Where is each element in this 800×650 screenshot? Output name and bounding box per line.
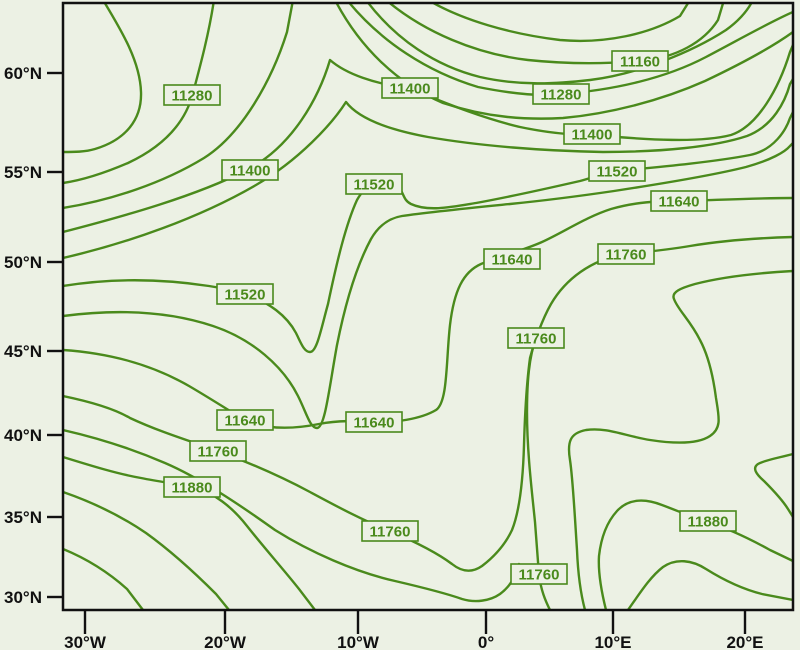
contour-label: 11880 bbox=[163, 476, 221, 498]
contour-line-11580 bbox=[63, 141, 793, 430]
contour-line-11220 bbox=[366, 3, 753, 85]
contour-label-value: 11640 bbox=[492, 252, 533, 269]
contour-label-box bbox=[163, 84, 221, 106]
contour-label-box bbox=[345, 411, 403, 433]
contour-line-11820 bbox=[567, 269, 793, 610]
contour-line-11280 bbox=[63, 3, 215, 185]
contour-label-box bbox=[221, 159, 279, 181]
contour-label-value: 11760 bbox=[516, 331, 557, 348]
x-axis-tick-label: 0° bbox=[478, 633, 494, 650]
contour-label: 11760 bbox=[510, 563, 568, 585]
contour-label-value: 11760 bbox=[519, 567, 560, 584]
contour-label-value: 11880 bbox=[688, 514, 729, 531]
contour-label: 11880 bbox=[679, 510, 737, 532]
contour-line-11460 bbox=[63, 77, 793, 260]
contour-line-12000 bbox=[63, 547, 145, 610]
contour-label-value: 11640 bbox=[354, 415, 395, 432]
contour-label: 11520 bbox=[345, 173, 403, 195]
x-axis-tick-label: 10°E bbox=[594, 633, 631, 650]
contour-line-11340 bbox=[63, 3, 294, 210]
contour-label-value: 11400 bbox=[572, 127, 613, 144]
x-axis-tick-label: 30°W bbox=[64, 633, 107, 650]
contour-label-value: 11160 bbox=[620, 54, 660, 71]
contour-label: 11400 bbox=[221, 159, 279, 181]
contour-label-value: 11760 bbox=[370, 524, 411, 541]
contour-label-value: 11520 bbox=[597, 164, 638, 181]
y-axis-tick-label: 30°N bbox=[4, 588, 42, 607]
contour-label-box bbox=[381, 77, 439, 99]
contour-line-11940 bbox=[626, 560, 793, 610]
contour-label-box bbox=[361, 520, 419, 542]
contour-label-value: 11520 bbox=[225, 287, 266, 304]
contour-label-box bbox=[650, 190, 708, 212]
contour-label-box bbox=[597, 243, 655, 265]
contour-label: 11760 bbox=[189, 440, 247, 462]
contour-label: 11760 bbox=[361, 520, 419, 542]
contour-label: 11160 bbox=[611, 50, 669, 72]
contour-label-box bbox=[163, 476, 221, 498]
contour-label-box bbox=[345, 173, 403, 195]
contour-label: 11640 bbox=[483, 248, 541, 270]
contour-label: 11760 bbox=[507, 327, 565, 349]
contour-label-box bbox=[611, 50, 669, 72]
contour-label-box bbox=[189, 440, 247, 462]
y-axis-tick-label: 60°N bbox=[4, 64, 42, 83]
plot-frame bbox=[61, 1, 795, 612]
contour-label-box bbox=[563, 123, 621, 145]
contour-label-box bbox=[483, 248, 541, 270]
axes-ticks-layer bbox=[47, 71, 747, 634]
contour-label-value: 11640 bbox=[225, 413, 266, 430]
contour-label-value: 11880 bbox=[172, 480, 213, 497]
contour-label: 11400 bbox=[563, 123, 621, 145]
contour-label-value: 11280 bbox=[541, 87, 582, 104]
contour-label-box bbox=[216, 409, 274, 431]
contour-label-box bbox=[216, 283, 274, 305]
contour-line-11880 bbox=[753, 452, 793, 519]
contour-labels-layer: 11280 11400 11400 11160 11280 11400 11520 11520… bbox=[163, 50, 737, 585]
contour-label: 11520 bbox=[588, 160, 646, 182]
y-axis-tick-label: 45°N bbox=[4, 342, 42, 361]
contour-label: 11640 bbox=[650, 190, 708, 212]
y-axis-tick-label: 35°N bbox=[4, 508, 42, 527]
x-axis-tick-label: 20°E bbox=[726, 633, 763, 650]
contour-label: 11520 bbox=[216, 283, 274, 305]
y-axis-tick-label: 55°N bbox=[4, 163, 42, 182]
axes-tick-labels-layer: 30°W 20°W 10°W 0° 10°E 20°E 60°N 55°N 50°N 45°N 40… bbox=[4, 64, 764, 650]
contour-label: 11280 bbox=[163, 84, 221, 106]
x-axis-tick-label: 10°W bbox=[337, 633, 380, 650]
contour-line-11760 bbox=[63, 342, 536, 572]
contour-label-value: 11640 bbox=[659, 194, 700, 211]
contour-label-box bbox=[679, 510, 737, 532]
contour-label-value: 11400 bbox=[390, 81, 431, 98]
contour-label: 11400 bbox=[381, 77, 439, 99]
contour-label-box bbox=[588, 160, 646, 182]
contour-label-value: 11760 bbox=[606, 247, 647, 264]
contour-label-box bbox=[532, 83, 590, 105]
contour-line-11220 bbox=[63, 3, 143, 154]
x-axis-tick-label: 20°W bbox=[204, 633, 247, 650]
contour-label: 11280 bbox=[532, 83, 590, 105]
y-axis-tick-label: 40°N bbox=[4, 426, 42, 445]
contour-label-box bbox=[507, 327, 565, 349]
contour-label-value: 11400 bbox=[230, 163, 271, 180]
contour-label: 11760 bbox=[597, 243, 655, 265]
contour-label: 11640 bbox=[345, 411, 403, 433]
contour-line-11820 bbox=[63, 428, 521, 603]
contour-label-value: 11520 bbox=[354, 177, 395, 194]
contour-line-11940 bbox=[63, 490, 231, 610]
contour-line-11100 bbox=[430, 3, 690, 43]
contour-line-11160 bbox=[387, 3, 725, 65]
y-axis-tick-label: 50°N bbox=[4, 253, 42, 272]
contour-label-value: 11760 bbox=[198, 444, 239, 461]
contour-label-box bbox=[510, 563, 568, 585]
contour-label: 11640 bbox=[216, 409, 274, 431]
contour-label-value: 11280 bbox=[172, 88, 213, 105]
